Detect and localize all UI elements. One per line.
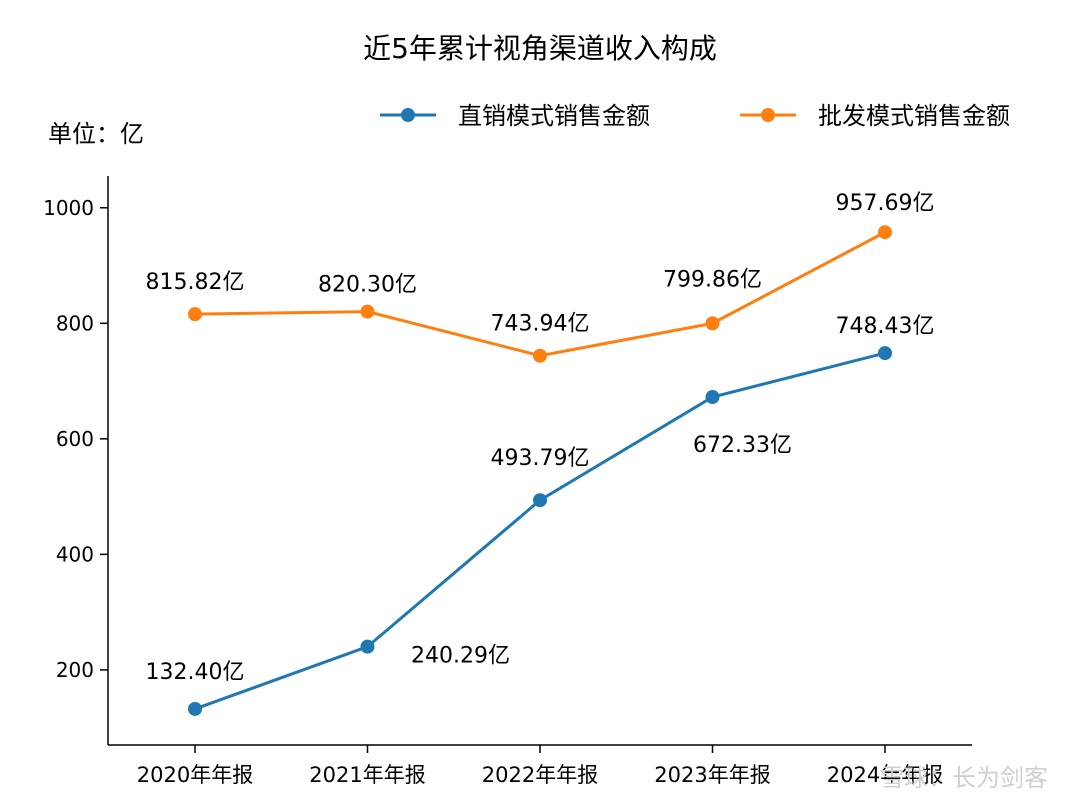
legend-marker-direct bbox=[401, 108, 415, 122]
data-point bbox=[878, 346, 892, 361]
data-label: 799.86亿 bbox=[663, 267, 762, 292]
legend-item-direct: 直销模式销售金额 bbox=[380, 102, 650, 130]
data-point bbox=[705, 390, 720, 405]
data-label: 132.40亿 bbox=[146, 660, 245, 685]
y-tick-label: 400 bbox=[56, 542, 94, 566]
legend-label-wholesale: 批发模式销售金额 bbox=[818, 102, 1010, 130]
series-line-0 bbox=[194, 351, 886, 711]
data-label: 240.29亿 bbox=[411, 644, 510, 669]
data-point bbox=[705, 316, 720, 331]
y-tick-label: 1000 bbox=[43, 196, 94, 220]
data-point bbox=[188, 701, 202, 716]
watermark: 雪球：长为剑客 bbox=[880, 764, 1048, 792]
data-label: 493.79亿 bbox=[491, 446, 590, 471]
data-point bbox=[360, 639, 375, 654]
legend-label-direct: 直销模式销售金额 bbox=[458, 102, 650, 130]
x-tick-label: 2024年年报 bbox=[827, 763, 943, 787]
data-label: 743.94亿 bbox=[491, 312, 590, 337]
x-tick-label: 2022年年报 bbox=[482, 763, 598, 787]
data-label: 748.43亿 bbox=[836, 314, 935, 339]
chart-title: 近5年累计视角渠道收入构成 bbox=[363, 32, 717, 65]
x-tick-label: 2020年年报 bbox=[137, 763, 253, 787]
data-point bbox=[360, 304, 375, 319]
data-label: 815.82亿 bbox=[146, 270, 245, 295]
series-line-1 bbox=[194, 230, 886, 358]
series-layer: 132.40亿 240.29亿 493.79亿 672.33亿 748.43亿 815.8… bbox=[146, 191, 935, 716]
y-ticks: 200 400 600 800 1000 bbox=[43, 196, 108, 682]
y-tick-label: 800 bbox=[56, 311, 94, 335]
data-label: 672.33亿 bbox=[693, 433, 792, 458]
unit-label: 单位：亿 bbox=[48, 120, 144, 148]
legend-marker-wholesale bbox=[761, 108, 775, 122]
x-tick-label: 2023年年报 bbox=[654, 763, 770, 787]
y-tick-label: 200 bbox=[56, 658, 94, 682]
data-point bbox=[533, 493, 547, 508]
y-tick-label: 600 bbox=[56, 427, 94, 451]
data-label: 957.69亿 bbox=[836, 191, 935, 216]
data-point bbox=[533, 348, 547, 363]
data-label: 820.30亿 bbox=[318, 273, 417, 298]
x-tick-label: 2021年年报 bbox=[309, 763, 425, 787]
legend-item-wholesale: 批发模式销售金额 bbox=[740, 102, 1010, 130]
x-ticks: 2020年年报 2021年年报 2022年年报 2023年年报 2024年年报 bbox=[137, 745, 943, 787]
data-point bbox=[188, 307, 202, 322]
legend: 直销模式销售金额 批发模式销售金额 bbox=[380, 102, 1010, 130]
data-point bbox=[878, 225, 892, 240]
